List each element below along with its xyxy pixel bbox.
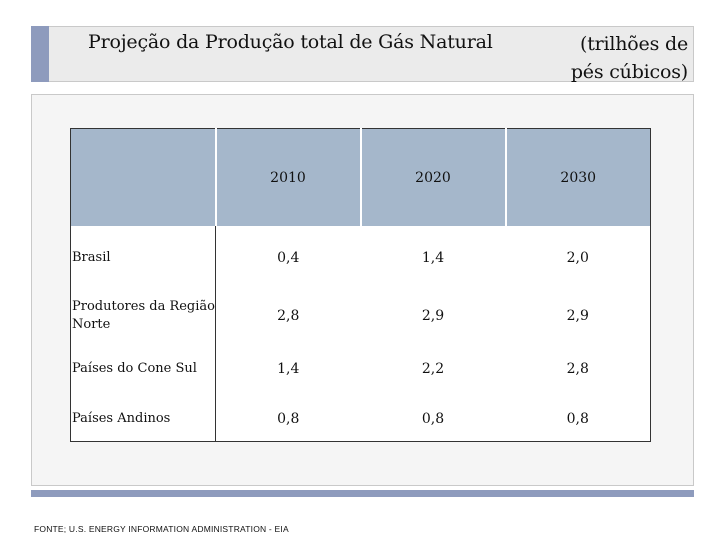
- title-accent-bar: [31, 26, 49, 82]
- table-cell: 2,0: [505, 226, 651, 290]
- column-header-2010: 2010: [214, 128, 361, 226]
- table-cell: 2,9: [505, 290, 651, 342]
- unit-label: (trilhões de pés cúbicos): [570, 33, 688, 83]
- table-cell: 1,4: [421, 250, 445, 266]
- table-row: Produtores da Região Norte 2,8 2,9 2,9: [70, 290, 651, 342]
- bottom-accent-bar: [31, 490, 694, 497]
- table-cell: 0,8: [215, 396, 361, 442]
- table-row: Países do Cone Sul 1,4 2,2 2,8: [70, 342, 651, 396]
- table-row: Países Andinos 0,8 0,8 0,8: [70, 396, 651, 442]
- table-row: Brasil 0,4 1,4 2,0: [70, 226, 651, 290]
- table-cell: 1,4: [277, 361, 300, 377]
- table-cell: 2,9: [421, 308, 445, 324]
- table-cell: 0,8: [505, 396, 651, 442]
- row-label: Produtores da Região Norte: [70, 290, 216, 342]
- table-cell: 2,8: [277, 308, 300, 324]
- table-cell: 2,8: [505, 342, 651, 396]
- column-header-2030: 2030: [504, 128, 651, 226]
- source-note: FONTE; U.S. ENERGY INFORMATION ADMINISTR…: [34, 524, 289, 534]
- table-header-row: 2010 2020 2030: [70, 128, 651, 226]
- table-header-blank: [70, 128, 216, 226]
- table-cell: 0,4: [277, 250, 300, 266]
- production-table: 2010 2020 2030 Brasil 0,4 1,4 2,0 Produt…: [70, 128, 651, 442]
- table-cell: 2,2: [421, 361, 445, 377]
- column-header-2020: 2020: [359, 128, 506, 226]
- title-bar: [31, 26, 694, 82]
- row-label: Brasil: [70, 226, 216, 290]
- table-cell: 0,8: [360, 396, 506, 442]
- row-label: Países Andinos: [70, 396, 216, 442]
- row-label: Países do Cone Sul: [70, 342, 216, 396]
- page-title: Projeção da Produção total de Gás Natura…: [88, 31, 493, 53]
